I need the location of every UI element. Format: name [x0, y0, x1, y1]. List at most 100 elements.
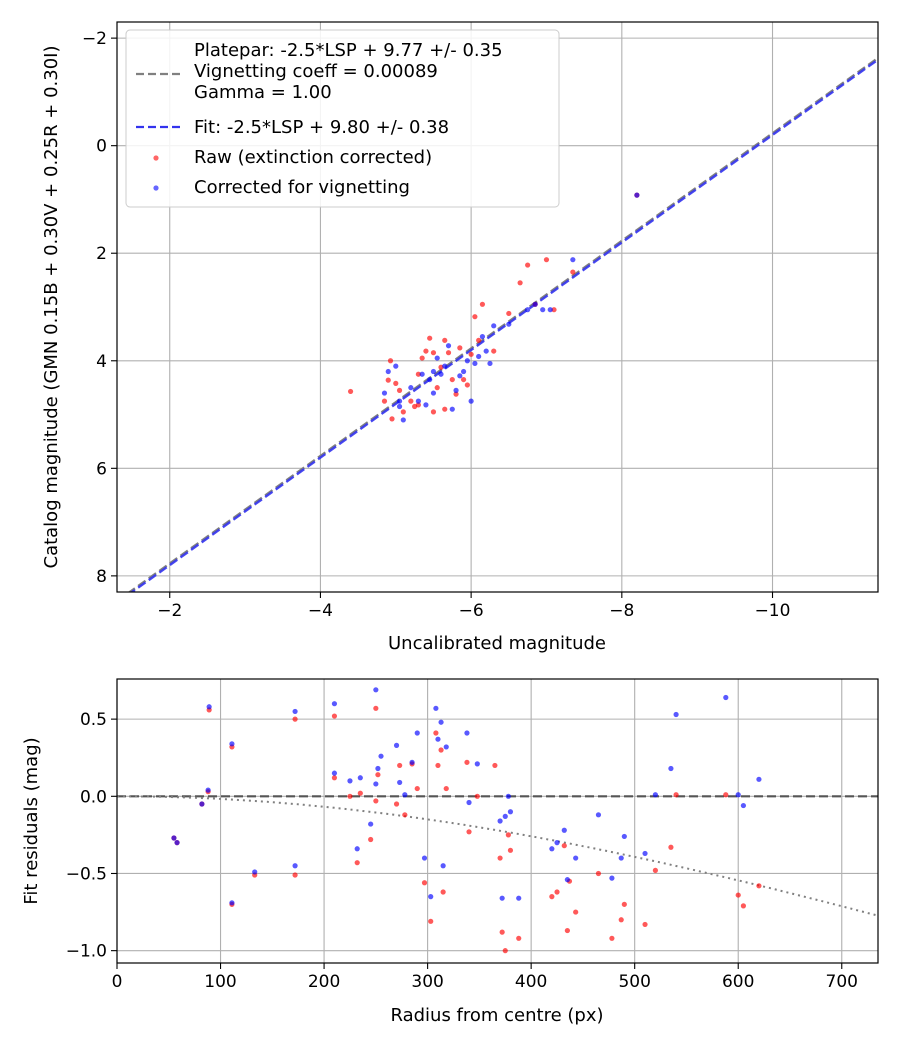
raw-point [427, 335, 433, 341]
corrected-point [472, 360, 478, 367]
corrected-point [357, 775, 363, 781]
corrected-point [433, 705, 439, 711]
corrected-point [415, 398, 421, 404]
raw-point [506, 310, 512, 317]
raw-point [434, 385, 440, 391]
corrected-point [468, 398, 474, 404]
raw-point [438, 747, 444, 753]
raw-point [387, 358, 394, 364]
corrected-point [368, 821, 374, 827]
raw-point [554, 889, 560, 895]
corrected-point [497, 818, 503, 824]
corrected-point [457, 373, 463, 379]
raw-point [453, 391, 459, 397]
raw-point [400, 409, 406, 415]
raw-point [735, 892, 741, 898]
corrected-point [442, 363, 448, 369]
corrected-point [491, 323, 497, 329]
corrected-point [668, 765, 674, 772]
corrected-point [400, 417, 406, 423]
raw-point [373, 798, 379, 804]
raw-point [474, 793, 480, 799]
bottom-y-axis-label: Fit residuals (mag) [21, 737, 42, 904]
raw-point [442, 337, 448, 343]
corrected-point [573, 855, 579, 861]
raw-point [505, 832, 511, 838]
legend-corrected-swatch [153, 185, 159, 191]
x-tick-label: 200 [308, 972, 340, 992]
bottom-plot-frame [116, 678, 879, 964]
corrected-point [430, 368, 437, 375]
raw-point [393, 380, 399, 386]
corrected-point [252, 869, 258, 875]
corrected-point [381, 390, 388, 396]
raw-point [415, 402, 421, 408]
corrected-point [516, 895, 522, 901]
bottom-axis-ticks: 0 100 200 300 400 500 600 700 0.5 0.0 −0.5 −1.0 [66, 710, 858, 992]
corrected-point [547, 307, 553, 313]
y-tick-label: −0.5 [66, 864, 107, 884]
raw-point [430, 350, 437, 356]
bottom-scatter-points [171, 687, 762, 954]
corrected-point [171, 835, 177, 841]
raw-point [492, 762, 498, 769]
y-tick-label: 0.5 [80, 710, 107, 730]
raw-point [442, 406, 448, 412]
raw-point [472, 314, 478, 320]
corrected-point [474, 761, 480, 767]
corrected-point [430, 390, 437, 396]
raw-point [396, 387, 403, 393]
x-tick-label: 700 [826, 972, 858, 992]
legend-platepar-line: Vignetting coeff = 0.00089 [194, 61, 438, 82]
legend-raw-swatch [153, 155, 159, 161]
corrected-point [564, 877, 570, 883]
corrected-point [740, 802, 747, 809]
corrected-point [443, 744, 449, 750]
corrected-point [423, 402, 429, 408]
top-chart-panel: −2 −4 −6 −8 −10 −2 0 2 4 6 8 Uncalibrated magnitud… [41, 21, 879, 654]
x-tick-label: 0 [112, 972, 123, 992]
corrected-point [453, 387, 459, 393]
corrected-point [525, 307, 531, 313]
raw-point [570, 269, 576, 275]
x-tick-label: −2 [157, 601, 182, 621]
corrected-point [292, 708, 298, 715]
raw-point [756, 883, 762, 889]
corrected-point [434, 355, 440, 361]
raw-point [435, 762, 441, 769]
corrected-point [652, 792, 658, 798]
corrected-point [414, 730, 420, 736]
raw-point [652, 867, 658, 873]
legend-platepar-label: Platepar: -2.5*LSP + 9.77 +/- 0.35 Vignet… [194, 40, 503, 103]
corrected-point [476, 353, 482, 360]
raw-point [440, 889, 446, 895]
raw-point [421, 880, 428, 886]
raw-point [543, 257, 550, 263]
top-axis-ticks: −2 −4 −6 −8 −10 −2 0 2 4 6 8 [82, 29, 791, 621]
corrected-point [206, 704, 212, 710]
corrected-point [756, 776, 762, 782]
corrected-point [505, 793, 511, 799]
raw-point [476, 337, 482, 343]
raw-point [428, 918, 434, 924]
raw-point [331, 775, 338, 781]
legend: Platepar: -2.5*LSP + 9.77 +/- 0.35 Vignet… [125, 29, 560, 208]
corrected-point [621, 833, 627, 840]
legend-platepar-line: Gamma = 1.00 [194, 82, 332, 103]
raw-point [402, 812, 408, 818]
raw-point [464, 382, 470, 388]
top-scatter-points [347, 192, 640, 423]
corrected-point [435, 736, 441, 742]
raw-point [502, 948, 508, 954]
corrected-point [540, 307, 546, 313]
raw-point [393, 801, 400, 807]
corrected-point [673, 711, 679, 718]
raw-point [347, 388, 354, 395]
raw-point [423, 348, 429, 354]
corrected-point [561, 827, 567, 833]
raw-point [373, 705, 379, 711]
x-tick-label: 500 [618, 972, 650, 992]
bottom-reference-lines [117, 795, 878, 917]
raw-point [460, 376, 467, 383]
